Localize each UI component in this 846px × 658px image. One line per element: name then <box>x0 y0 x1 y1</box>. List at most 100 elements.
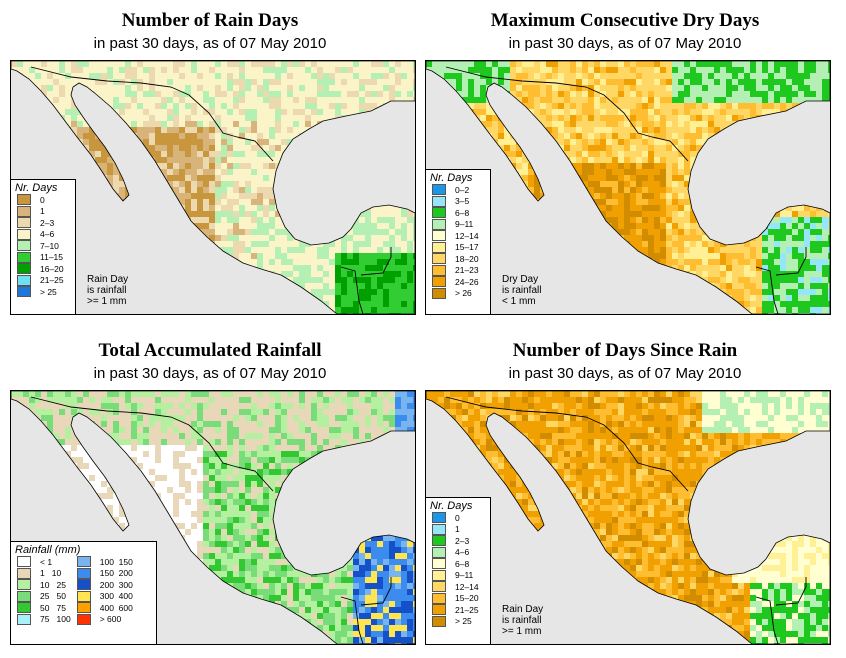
legend-label: 9–11 <box>455 219 474 230</box>
legend-item: 10 25 <box>17 579 71 591</box>
legend-item: > 600 <box>76 613 133 626</box>
legend-label: > 25 <box>455 616 472 627</box>
map-legend: Nr. Days 0–2 3–5 6–8 9–11 12–14 15–17 18–20 21–… <box>426 169 491 314</box>
legend-swatch <box>432 230 446 242</box>
legend-label: 21–23 <box>455 265 479 276</box>
legend-swatch <box>432 287 446 299</box>
legend-label: 15–20 <box>455 593 479 604</box>
legend-label: 4–6 <box>40 229 55 240</box>
legend-label: 0 <box>40 194 45 205</box>
legend-item: 75 100 <box>17 613 71 626</box>
country-border <box>755 247 807 314</box>
panel-dry-days: Maximum Consecutive Dry Days in past 30 … <box>420 0 831 320</box>
legend-item: 21–23 <box>432 264 490 277</box>
legend-item: 1 <box>432 523 490 536</box>
legend-swatch <box>432 207 446 219</box>
coastline <box>426 61 830 314</box>
legend-item: 21–25 <box>432 604 490 616</box>
legend-swatch <box>17 263 31 275</box>
legend-swatch <box>76 556 91 568</box>
legend-label: 6–8 <box>455 207 470 218</box>
legend-item: 50 75 <box>17 602 71 614</box>
country-border <box>340 577 392 644</box>
map-canvas <box>11 61 415 314</box>
legend-label: 10 25 <box>40 579 66 590</box>
legend-label: 0–2 <box>455 184 470 195</box>
legend-item: 400 600 <box>76 602 133 614</box>
legend-swatch <box>432 241 446 253</box>
legend-swatch <box>17 556 31 568</box>
legend-swatch <box>17 286 31 298</box>
legend-swatch <box>17 602 31 614</box>
legend-swatch <box>432 184 446 196</box>
panel-title: Number of Rain Days <box>121 10 299 31</box>
legend-label: 400 600 <box>99 602 133 613</box>
legend-item: 25 50 <box>17 590 71 603</box>
legend-label: 6–8 <box>455 558 470 569</box>
legend-item: 12–14 <box>432 581 490 593</box>
legend-item: 6–8 <box>432 558 490 570</box>
legend-label: 4–6 <box>455 547 470 558</box>
legend-swatch <box>432 535 446 547</box>
legend-item: 18–20 <box>432 253 490 265</box>
legend-title: Nr. Days <box>430 172 473 184</box>
legend-item: 0 <box>17 194 75 206</box>
legend-item: 9–11 <box>432 218 490 231</box>
legend-item: > 25 <box>432 615 490 628</box>
legend-item: 200 300 <box>76 579 133 591</box>
legend-swatch <box>432 253 446 265</box>
legend-swatch <box>76 590 91 602</box>
legend-item: 12–14 <box>432 230 490 242</box>
legend-item: 4–6 <box>432 546 490 559</box>
panel-subtitle: in past 30 days, as of 07 May 2010 <box>508 35 742 52</box>
legend-label: 0 <box>455 512 460 523</box>
legend-swatch <box>432 581 446 593</box>
legend-item: 0 <box>432 512 490 524</box>
legend-swatch <box>76 579 91 591</box>
panel-title: Maximum Consecutive Dry Days <box>490 10 760 31</box>
legend-item: 24–26 <box>432 276 490 288</box>
definition-note: Rain Day is rainfall >= 1 mm <box>87 274 129 307</box>
legend-label: 15–17 <box>455 242 479 253</box>
legend-label: 24–26 <box>455 276 479 287</box>
legend-swatch <box>17 274 31 286</box>
map-legend: Nr. Days 0 1 2–3 4–6 6–8 9–11 12–14 15–20 21–25 >… <box>426 497 491 644</box>
legend-label: 75 100 <box>40 614 71 625</box>
legend-swatch <box>17 579 31 591</box>
legend-item: 4–6 <box>17 228 75 241</box>
legend-item: 3–5 <box>432 195 490 208</box>
country-border <box>445 396 689 492</box>
legend-label: 1 <box>455 524 460 535</box>
legend-swatch <box>432 276 446 288</box>
panel-subtitle: in past 30 days, as of 07 May 2010 <box>508 365 742 382</box>
legend-item: 1 <box>17 205 75 218</box>
legend-label: 3–5 <box>455 196 470 207</box>
legend-swatch <box>17 228 31 240</box>
panel-subtitle: in past 30 days, as of 07 May 2010 <box>93 365 327 382</box>
legend-label: 9–11 <box>455 570 474 581</box>
legend-label: 7–10 <box>40 240 59 251</box>
legend-item: > 25 <box>17 286 75 298</box>
legend-swatch <box>17 590 31 602</box>
legend-title: Nr. Days <box>15 182 58 194</box>
legend-item: 150 200 <box>76 567 133 580</box>
legend-label: 16–20 <box>40 263 64 274</box>
legend-swatch <box>432 195 446 207</box>
legend-label: 2–3 <box>40 217 55 228</box>
legend-label: > 600 <box>99 614 122 625</box>
panel-title: Number of Days Since Rain <box>512 340 738 361</box>
legend-item: 2–3 <box>432 535 490 547</box>
dry-days-map: Nr. Days 0–2 3–5 6–8 9–11 12–14 15–17 18–20 21–… <box>425 60 831 315</box>
legend-title: Rainfall (mm) <box>15 544 81 556</box>
legend-label: 18–20 <box>455 253 479 264</box>
legend-swatch <box>432 558 446 570</box>
legend-label: 150 200 <box>99 568 133 579</box>
legend-swatch <box>17 240 31 252</box>
legend-item: 16–20 <box>17 263 75 275</box>
legend-label: 2–3 <box>455 535 470 546</box>
country-border <box>30 66 274 162</box>
panel-days-since-rain: Number of Days Since Rain in past 30 day… <box>420 330 831 650</box>
legend-label: < 1 <box>40 556 53 567</box>
